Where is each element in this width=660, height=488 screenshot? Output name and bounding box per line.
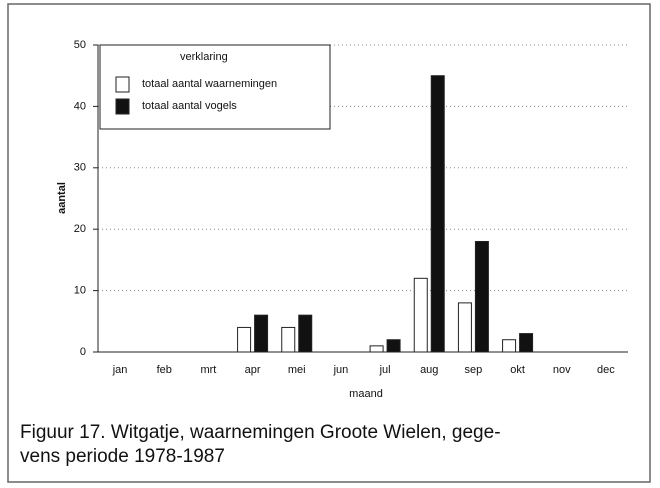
bar [413, 277, 428, 353]
y-tick-label: 50 [74, 39, 86, 51]
legend-box [99, 44, 331, 130]
x-tick-label: nov [553, 364, 571, 376]
bar [457, 302, 472, 353]
x-tick-label: aug [420, 364, 438, 376]
x-tick-label: jul [379, 364, 391, 376]
x-tick-label: sep [465, 364, 483, 376]
legend-title: verklaring [180, 51, 228, 63]
y-tick-label: 0 [80, 346, 86, 358]
bar [298, 314, 313, 353]
x-tick-label: apr [245, 364, 261, 376]
caption-line: Figuur 17. Witgatje, waarnemingen Groote… [20, 422, 501, 443]
bar [474, 240, 489, 353]
bar [502, 339, 517, 353]
x-tick-label: mrt [200, 364, 216, 376]
y-tick-label: 40 [74, 100, 86, 112]
x-tick-label: okt [510, 364, 525, 376]
bar [237, 326, 252, 353]
x-tick-label: mei [288, 364, 306, 376]
x-tick-label: dec [597, 364, 615, 376]
y-axis-label: aantal [56, 182, 68, 214]
x-tick-label: feb [157, 364, 172, 376]
bar [519, 333, 534, 353]
bar [430, 75, 445, 353]
x-tick-label: jun [333, 364, 349, 376]
x-tick-label: jan [112, 364, 128, 376]
legend-label: totaal aantal vogels [142, 100, 237, 112]
legend-swatch [115, 76, 130, 93]
legend-label: totaal aantal waarnemingen [142, 78, 277, 90]
bar [254, 314, 269, 353]
y-tick-label: 10 [74, 285, 86, 297]
x-axis-label: maand [349, 388, 383, 400]
caption-line: vens periode 1978-1987 [20, 446, 225, 467]
y-tick-label: 20 [74, 223, 86, 235]
bar [369, 345, 384, 353]
legend-swatch [115, 98, 130, 115]
bar [281, 326, 296, 353]
y-tick-label: 30 [74, 162, 86, 174]
bar [386, 339, 401, 353]
